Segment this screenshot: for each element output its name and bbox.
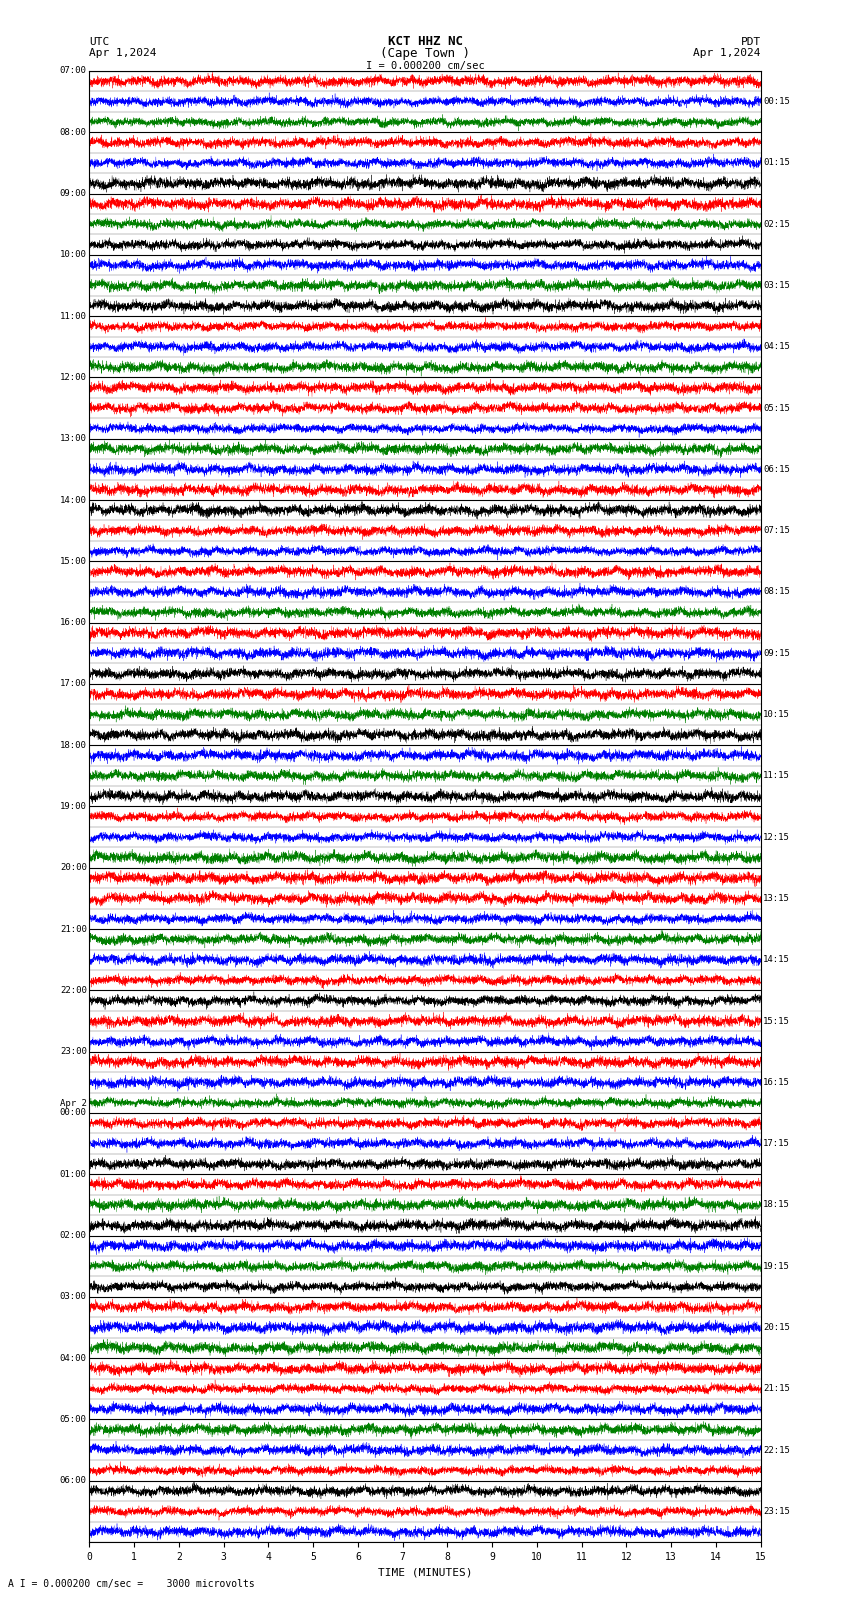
- Text: 06:15: 06:15: [763, 465, 791, 474]
- Text: 14:00: 14:00: [60, 495, 87, 505]
- Text: 08:15: 08:15: [763, 587, 791, 597]
- Text: 04:15: 04:15: [763, 342, 791, 352]
- Text: 00:00: 00:00: [60, 1108, 87, 1118]
- Text: 10:00: 10:00: [60, 250, 87, 260]
- Text: 13:15: 13:15: [763, 894, 791, 903]
- Text: 13:00: 13:00: [60, 434, 87, 444]
- Text: 19:15: 19:15: [763, 1261, 791, 1271]
- Text: 06:00: 06:00: [60, 1476, 87, 1486]
- Text: 12:15: 12:15: [763, 832, 791, 842]
- Text: 18:15: 18:15: [763, 1200, 791, 1210]
- Text: 20:00: 20:00: [60, 863, 87, 873]
- Text: 18:00: 18:00: [60, 740, 87, 750]
- Text: 17:15: 17:15: [763, 1139, 791, 1148]
- X-axis label: TIME (MINUTES): TIME (MINUTES): [377, 1568, 473, 1578]
- Text: 05:15: 05:15: [763, 403, 791, 413]
- Text: 21:00: 21:00: [60, 924, 87, 934]
- Text: 11:00: 11:00: [60, 311, 87, 321]
- Text: 17:00: 17:00: [60, 679, 87, 689]
- Text: 10:15: 10:15: [763, 710, 791, 719]
- Text: 01:15: 01:15: [763, 158, 791, 168]
- Text: A I = 0.000200 cm/sec =    3000 microvolts: A I = 0.000200 cm/sec = 3000 microvolts: [8, 1579, 255, 1589]
- Text: 15:15: 15:15: [763, 1016, 791, 1026]
- Text: 04:00: 04:00: [60, 1353, 87, 1363]
- Text: UTC: UTC: [89, 37, 110, 47]
- Text: 01:00: 01:00: [60, 1169, 87, 1179]
- Text: 07:00: 07:00: [60, 66, 87, 76]
- Text: 21:15: 21:15: [763, 1384, 791, 1394]
- Text: 16:15: 16:15: [763, 1077, 791, 1087]
- Text: 03:15: 03:15: [763, 281, 791, 290]
- Text: 09:00: 09:00: [60, 189, 87, 198]
- Text: 08:00: 08:00: [60, 127, 87, 137]
- Text: 22:15: 22:15: [763, 1445, 791, 1455]
- Text: 22:00: 22:00: [60, 986, 87, 995]
- Text: 23:00: 23:00: [60, 1047, 87, 1057]
- Text: 20:15: 20:15: [763, 1323, 791, 1332]
- Text: 07:15: 07:15: [763, 526, 791, 536]
- Text: 19:00: 19:00: [60, 802, 87, 811]
- Text: KCT HHZ NC: KCT HHZ NC: [388, 35, 462, 48]
- Text: 15:00: 15:00: [60, 556, 87, 566]
- Text: 23:15: 23:15: [763, 1507, 791, 1516]
- Text: 02:15: 02:15: [763, 219, 791, 229]
- Text: 11:15: 11:15: [763, 771, 791, 781]
- Text: 00:15: 00:15: [763, 97, 791, 106]
- Text: Apr 2: Apr 2: [60, 1098, 87, 1108]
- Text: Apr 1,2024: Apr 1,2024: [694, 48, 761, 58]
- Text: 05:00: 05:00: [60, 1415, 87, 1424]
- Text: Apr 1,2024: Apr 1,2024: [89, 48, 156, 58]
- Text: 16:00: 16:00: [60, 618, 87, 627]
- Text: 12:00: 12:00: [60, 373, 87, 382]
- Text: 02:00: 02:00: [60, 1231, 87, 1240]
- Text: 09:15: 09:15: [763, 648, 791, 658]
- Text: PDT: PDT: [740, 37, 761, 47]
- Text: (Cape Town ): (Cape Town ): [380, 47, 470, 60]
- Text: 03:00: 03:00: [60, 1292, 87, 1302]
- Text: I = 0.000200 cm/sec: I = 0.000200 cm/sec: [366, 61, 484, 71]
- Text: 14:15: 14:15: [763, 955, 791, 965]
